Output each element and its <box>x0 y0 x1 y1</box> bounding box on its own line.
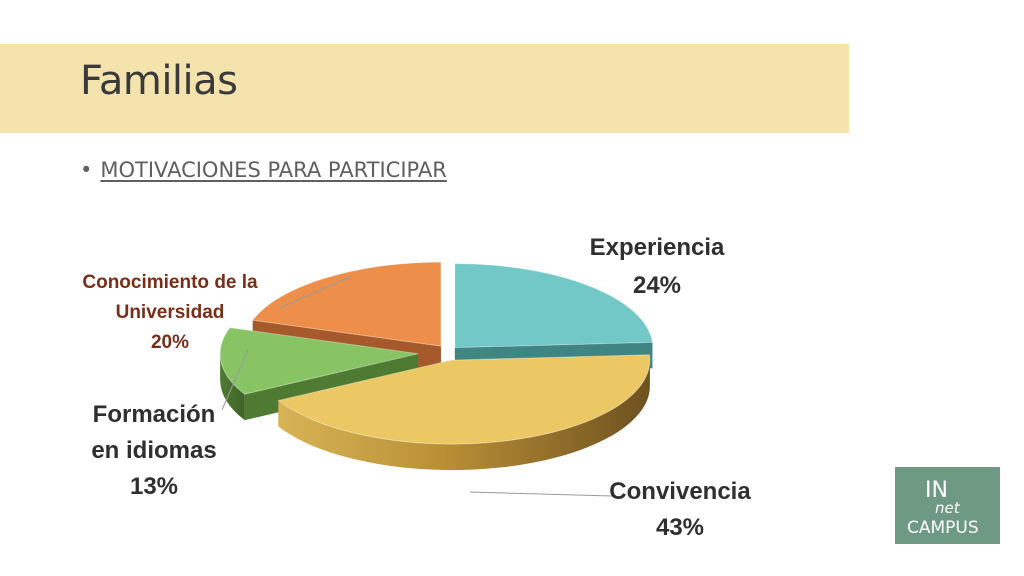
pie-leader-conocimiento-de-la-universidad <box>279 275 353 309</box>
pie-label-line-convivencia: 43% <box>656 514 704 541</box>
bullet-item: • MOTIVACIONES PARA PARTICIPAR <box>80 158 447 182</box>
pie-slice-conocimiento-de-la-universidad <box>251 261 442 347</box>
pie-label-line-experiencia: Experiencia <box>590 234 725 261</box>
pie-slice-convivencia <box>277 354 651 445</box>
logo-mark: IN net CAMPUS <box>907 478 979 538</box>
pie-label-line-conocimiento-de-la-universidad: Universidad <box>116 302 225 323</box>
logo-line-campus: CAMPUS <box>907 518 979 538</box>
pie-label-experiencia: Experiencia 24% <box>590 234 725 299</box>
bullet-dot: • <box>80 158 93 182</box>
pie-label-line-conocimiento-de-la-universidad: 20% <box>151 332 189 353</box>
pie-label-line-formacion-en-idiomas: 13% <box>130 473 178 500</box>
page-title: Familias <box>80 58 238 104</box>
pie-tops <box>219 261 654 445</box>
logo-line-in: IN <box>925 478 948 503</box>
pie-leader-formacion-en-idiomas <box>221 349 249 411</box>
pie-label-convivencia: Convivencia 43% <box>609 478 751 541</box>
pie-label-conocimiento-de-la-universidad: Conocimiento de la Universidad 20% <box>82 272 258 353</box>
pie-slice-side-convivencia <box>278 360 650 471</box>
incampus-logo: IN net CAMPUS <box>895 467 1000 544</box>
bullet-text: MOTIVACIONES PARA PARTICIPAR <box>100 158 447 182</box>
pie-leaders <box>221 275 613 497</box>
pie-slice-formacion-en-idiomas <box>219 327 419 395</box>
pie-label-line-conocimiento-de-la-universidad: Conocimiento de la <box>82 272 258 293</box>
logo-line-net: net <box>935 499 961 517</box>
pie-leader-convivencia <box>469 491 613 497</box>
pie-label-line-convivencia: Convivencia <box>609 478 751 505</box>
title-band <box>0 44 849 133</box>
pie-slice-experiencia <box>454 263 654 349</box>
pie-label-line-experiencia: 24% <box>633 272 681 299</box>
pie-label-line-formacion-en-idiomas: en idiomas <box>91 437 216 464</box>
pie-label-line-formacion-en-idiomas: Formación <box>93 401 216 428</box>
pie-label-formacion-en-idiomas: Formación en idiomas 13% <box>91 401 216 500</box>
pie-labels: Experiencia 24% Convivencia 43% Formación en … <box>82 234 751 541</box>
